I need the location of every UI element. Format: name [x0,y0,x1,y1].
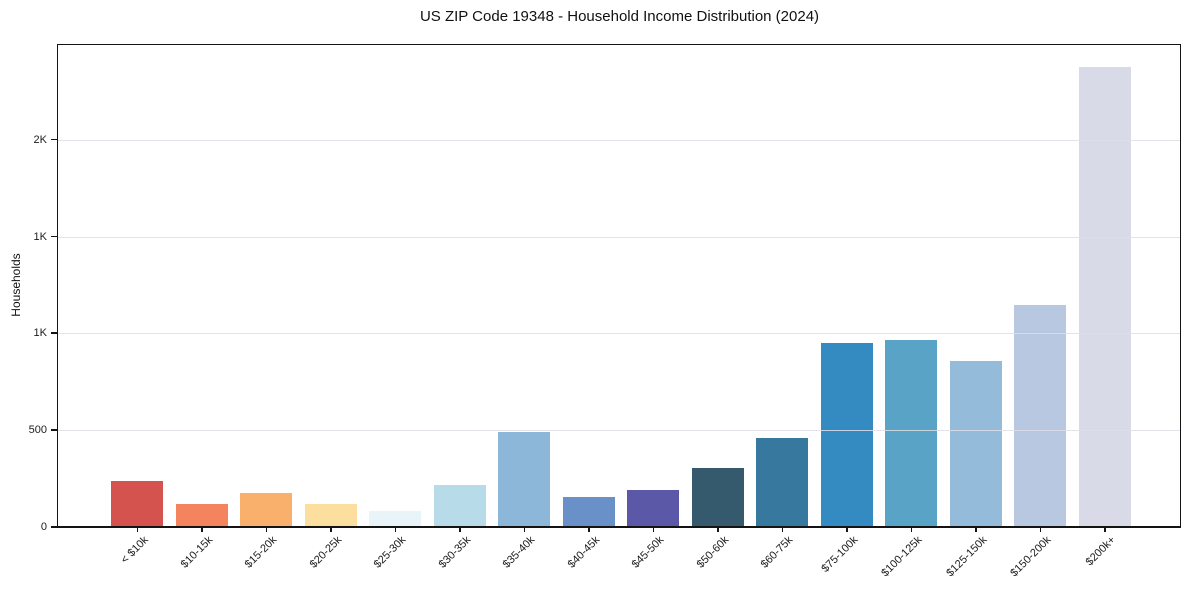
y-tick [51,138,57,141]
bar-$45-50k [627,489,679,527]
bar-$200k+ [1078,67,1131,527]
x-tick-label: $200k+ [1083,534,1118,569]
x-axis-line [57,526,1181,528]
y-tick-label: 1K [33,327,47,340]
x-tick [201,527,203,532]
gridline-500 [58,430,1181,432]
bar-$125-150k [949,360,1002,527]
bar-$60-75k [756,437,808,527]
chart-title: US ZIP Code 19348 - Household Income Dis… [419,8,820,25]
gridline-1K [58,236,1181,238]
x-tick-label: $15-20k [242,534,280,571]
gridline-2K [58,139,1181,141]
bar-$75-100k [820,343,873,527]
x-tick-label: $30-35k [436,534,473,571]
x-tick [975,527,977,532]
x-tick-label: $45-50k [629,534,667,571]
x-tick [394,527,396,532]
x-tick [846,527,848,532]
x-tick [265,527,267,532]
bar-$25-30k [369,511,421,527]
x-tick-label: $35-40k [500,534,538,571]
x-tick [1039,527,1041,532]
y-tick-label: 500 [28,424,47,437]
x-tick-label: $50-60k [694,534,731,571]
x-tick [330,527,332,532]
x-tick-label: $10-15k [178,534,215,571]
bar-< $10k [111,480,163,527]
x-tick-label: < $10k [118,534,151,567]
bar-$50-60k [691,467,744,527]
bar-$10-15k [175,503,228,527]
x-tick-label: $40-45k [565,534,602,571]
y-tick [51,235,57,238]
x-tick [910,527,912,532]
x-tick [588,527,590,532]
x-tick [717,527,719,532]
bar-$100-125k [885,339,937,527]
x-tick-label: $20-25k [307,534,344,571]
y-tick-label: 1K [33,230,47,243]
gridline-1K [58,333,1181,335]
x-tick-label: $25-30k [371,534,409,571]
x-tick-label: $125-150k [943,534,989,580]
bar-$30-35k [433,484,486,527]
plot-area [58,45,1181,527]
x-tick [459,527,461,532]
x-tick-label: $150-200k [1008,534,1054,580]
x-tick [136,527,138,532]
x-tick [781,527,783,532]
y-tick [51,429,57,431]
y-tick [51,526,57,528]
x-tick [523,527,525,532]
x-tick-label: $75-100k [819,534,860,575]
x-tick-label: $100-125k [879,534,925,580]
x-tick-label: $60-75k [758,534,796,571]
x-tick [1104,527,1106,532]
bar-$150-200k [1014,304,1066,527]
y-tick [51,332,57,334]
y-axis-label: Households [9,253,23,317]
y-tick-label: 2K [33,133,47,146]
bar-$20-25k [304,503,357,527]
bar-$35-40k [498,431,550,527]
bar-$40-45k [562,497,615,527]
x-tick [652,527,654,532]
y-tick-label: 0 [40,521,47,533]
bar-$15-20k [240,493,292,527]
